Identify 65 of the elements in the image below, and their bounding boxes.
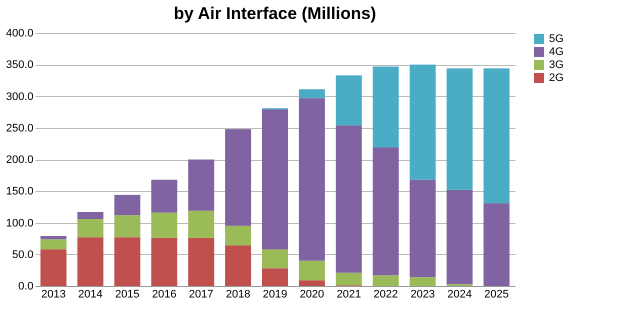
bar xyxy=(225,226,252,246)
bar xyxy=(262,110,288,250)
y-tick-label: 150.0 xyxy=(6,186,34,198)
bar xyxy=(188,238,214,286)
y-tick-label: 100.0 xyxy=(6,217,34,230)
bar xyxy=(410,277,436,286)
bar xyxy=(114,237,140,286)
y-tick-label: 0.0 xyxy=(18,280,34,292)
legend-label: 4G xyxy=(549,46,564,58)
y-tick-label: 350.0 xyxy=(6,59,34,72)
x-tick-label: 2017 xyxy=(188,288,214,300)
bar xyxy=(151,212,178,238)
bar xyxy=(77,218,104,238)
x-tick-label: 2013 xyxy=(41,288,66,300)
bar xyxy=(336,125,362,273)
bar xyxy=(410,64,436,180)
bar xyxy=(262,249,288,268)
bar xyxy=(114,194,140,216)
y-tick-label: 300.0 xyxy=(6,90,34,103)
bar xyxy=(410,180,436,278)
x-tick-label: 2018 xyxy=(226,288,250,300)
bar xyxy=(262,268,288,286)
bar xyxy=(188,210,214,238)
x-tick-label: 2024 xyxy=(447,288,472,300)
x-tick-label: 2019 xyxy=(262,288,288,300)
x-tick-label: 2015 xyxy=(115,288,140,300)
bar xyxy=(225,129,252,226)
bar xyxy=(372,66,399,148)
bar xyxy=(372,147,399,276)
bar xyxy=(40,239,66,250)
x-tick-label: 2023 xyxy=(410,288,435,300)
x-tick-label: 2021 xyxy=(336,288,362,300)
bar xyxy=(298,98,325,261)
bar xyxy=(151,180,178,213)
bar xyxy=(446,190,473,284)
x-tick-label: 2020 xyxy=(300,288,324,300)
x-tick-label: 2014 xyxy=(78,288,103,300)
bar xyxy=(298,89,325,98)
bar xyxy=(77,212,104,219)
y-tick-label: 200.0 xyxy=(6,154,34,166)
y-tick-label: 50.0 xyxy=(12,248,34,261)
bar xyxy=(298,280,325,286)
x-tick-label: 2016 xyxy=(152,288,176,300)
legend-label: 2G xyxy=(549,72,564,84)
bar xyxy=(114,215,140,238)
bar xyxy=(336,75,362,126)
bar xyxy=(484,203,510,286)
y-tick-label: 250.0 xyxy=(6,122,34,134)
bar xyxy=(40,236,66,240)
bar xyxy=(336,272,362,286)
bar xyxy=(151,238,178,286)
bar xyxy=(225,246,252,286)
bar xyxy=(188,160,214,211)
bar xyxy=(298,260,325,280)
bar xyxy=(77,237,104,286)
chart-title: by Air Interface (Millions) xyxy=(174,4,376,23)
bar xyxy=(372,275,399,286)
legend-label: 5G xyxy=(549,33,564,45)
bar xyxy=(446,68,473,190)
x-tick-label: 2025 xyxy=(484,288,509,300)
x-tick-label: 2022 xyxy=(374,288,398,300)
y-tick-label: 400.0 xyxy=(6,28,34,40)
legend-label: 3G xyxy=(549,59,564,71)
bar xyxy=(484,68,510,204)
bar xyxy=(40,249,66,286)
